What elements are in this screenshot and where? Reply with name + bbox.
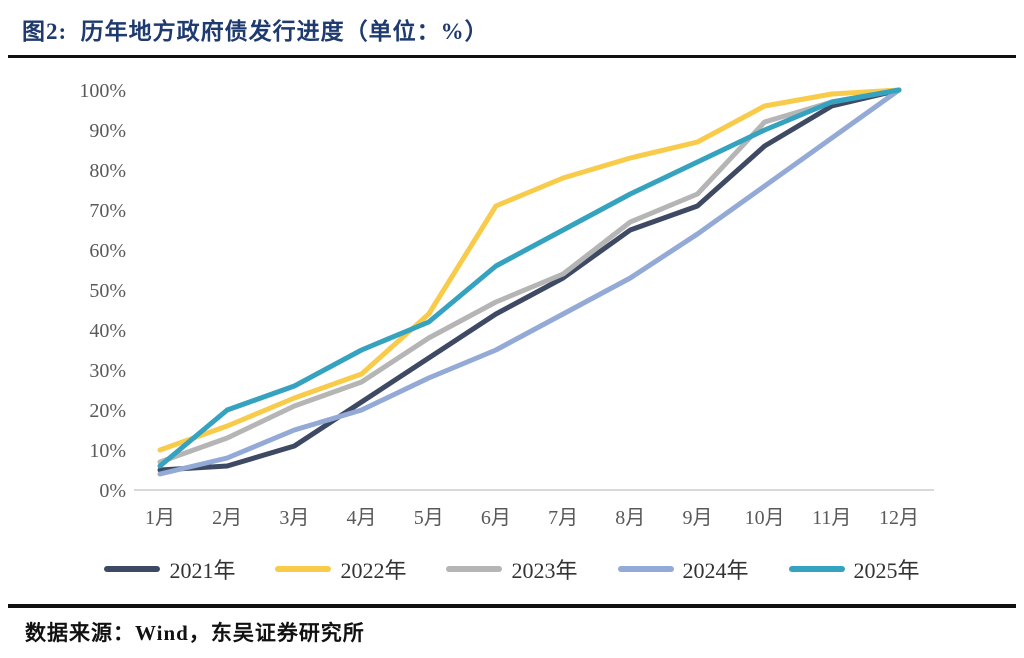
y-tick-label: 30% [89,360,126,382]
x-tick-label: 6月 [481,507,511,529]
x-tick-label: 1月 [145,507,175,529]
x-tick-label: 5月 [414,507,444,529]
x-tick-label: 9月 [682,507,712,529]
y-tick-label: 50% [89,280,126,302]
y-tick-label: 40% [89,320,126,342]
legend-label: 2022年 [340,558,407,583]
legend-item-2021: 2021年 [104,553,235,585]
series-line-2022 [157,87,902,453]
legend-item-2022: 2022年 [275,553,406,585]
y-tick-label: 0% [99,480,126,502]
legend-label: 2023年 [511,558,578,583]
legend-swatch [275,566,332,572]
y-tick-label: 100% [79,80,126,102]
y-tick-label: 80% [89,160,126,182]
footer-divider [8,604,1016,608]
legend-swatch [104,566,161,572]
y-tick-label: 60% [89,240,126,262]
series-line-2021 [157,87,902,473]
x-tick-label: 3月 [279,507,309,529]
series-line-2024 [157,87,902,477]
series-line-2023 [157,87,902,465]
legend-swatch [617,566,674,572]
y-tick-label: 90% [89,120,126,142]
legend-item-2024: 2024年 [617,553,749,585]
legend-label: 2021年 [169,558,236,583]
data-source-note: 数据来源：Wind，东吴证券研究所 [25,621,365,645]
legend-item-2023: 2023年 [446,553,578,585]
y-tick-label: 20% [89,400,126,422]
legend-label: 2024年 [682,558,749,583]
series-line-2025 [157,87,902,469]
x-tick-label: 11月 [812,507,851,529]
x-tick-label: 10月 [745,507,785,529]
chart-title: 图2: 历年地方政府债发行进度（单位：%） [22,19,489,44]
y-tick-label: 10% [89,440,126,462]
x-tick-label: 8月 [615,507,645,529]
legend-swatch [446,566,503,572]
title-divider [8,55,1016,58]
legend-label: 2025年 [853,558,920,583]
legend-swatch [788,566,845,572]
chart-legend: 2021年 2022年 2023年 2024年 2025年 [0,553,1024,585]
x-tick-label: 12月 [879,507,919,529]
x-tick-label: 7月 [548,507,578,529]
x-tick-label: 4月 [347,507,377,529]
x-tick-label: 2月 [212,507,242,529]
y-tick-label: 70% [89,200,126,222]
legend-item-2025: 2025年 [788,553,920,585]
